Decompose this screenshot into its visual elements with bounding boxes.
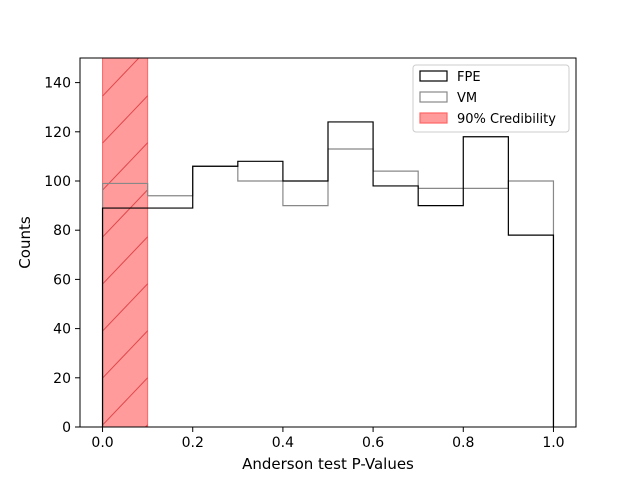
y-tick-label: 60 — [53, 272, 71, 288]
hatch-line — [103, 2, 148, 49]
hatch-line — [102, 189, 148, 238]
y-tick-label: 140 — [44, 76, 71, 92]
x-axis-label: Anderson test P-Values — [242, 455, 414, 473]
x-tick-label: 0.4 — [272, 435, 294, 451]
y-tick-label: 20 — [53, 371, 71, 387]
legend: FPE VM 90% Credibility — [412, 64, 570, 133]
credibility-band-hatch — [102, 2, 148, 427]
x-tick-label: 0.8 — [452, 435, 474, 451]
legend-label-vm: VM — [457, 91, 477, 106]
series-vm-step — [101, 148, 555, 427]
y-axis-label: Counts — [16, 216, 34, 269]
legend-label-90-credibility: 90% Credibility — [457, 112, 556, 127]
legend-swatch-90-credibility — [419, 112, 448, 124]
y-axis: 0 20 40 60 80 100 120 140 — [44, 76, 80, 436]
plot-area — [79, 2, 577, 428]
legend-swatch-vm — [419, 91, 448, 103]
x-tick-label: 0.6 — [362, 435, 384, 451]
series-fpe-step — [101, 121, 555, 427]
hatch-line — [102, 95, 148, 144]
hatch-line — [102, 330, 148, 379]
y-tick-label: 120 — [44, 125, 71, 141]
y-tick-label: 80 — [53, 223, 71, 239]
hatch-line — [102, 283, 148, 332]
plot-frame — [79, 57, 577, 428]
x-tick-label: 0.2 — [182, 435, 204, 451]
hatch-line — [102, 58, 140, 97]
hatch-line — [102, 142, 148, 191]
credibility-band — [102, 2, 149, 427]
legend-box — [412, 64, 570, 133]
hatch-line — [102, 236, 148, 285]
x-tick-label: 0.0 — [91, 435, 113, 451]
legend-label-fpe: FPE — [457, 70, 481, 85]
x-axis: 0.0 0.2 0.4 0.6 0.8 1.0 — [91, 427, 565, 451]
hatch-line — [102, 377, 148, 426]
y-tick-label: 0 — [62, 420, 71, 436]
y-tick-label: 100 — [44, 174, 71, 190]
y-tick-label: 40 — [53, 322, 71, 338]
x-tick-label: 1.0 — [542, 435, 564, 451]
legend-swatch-fpe — [419, 70, 448, 82]
